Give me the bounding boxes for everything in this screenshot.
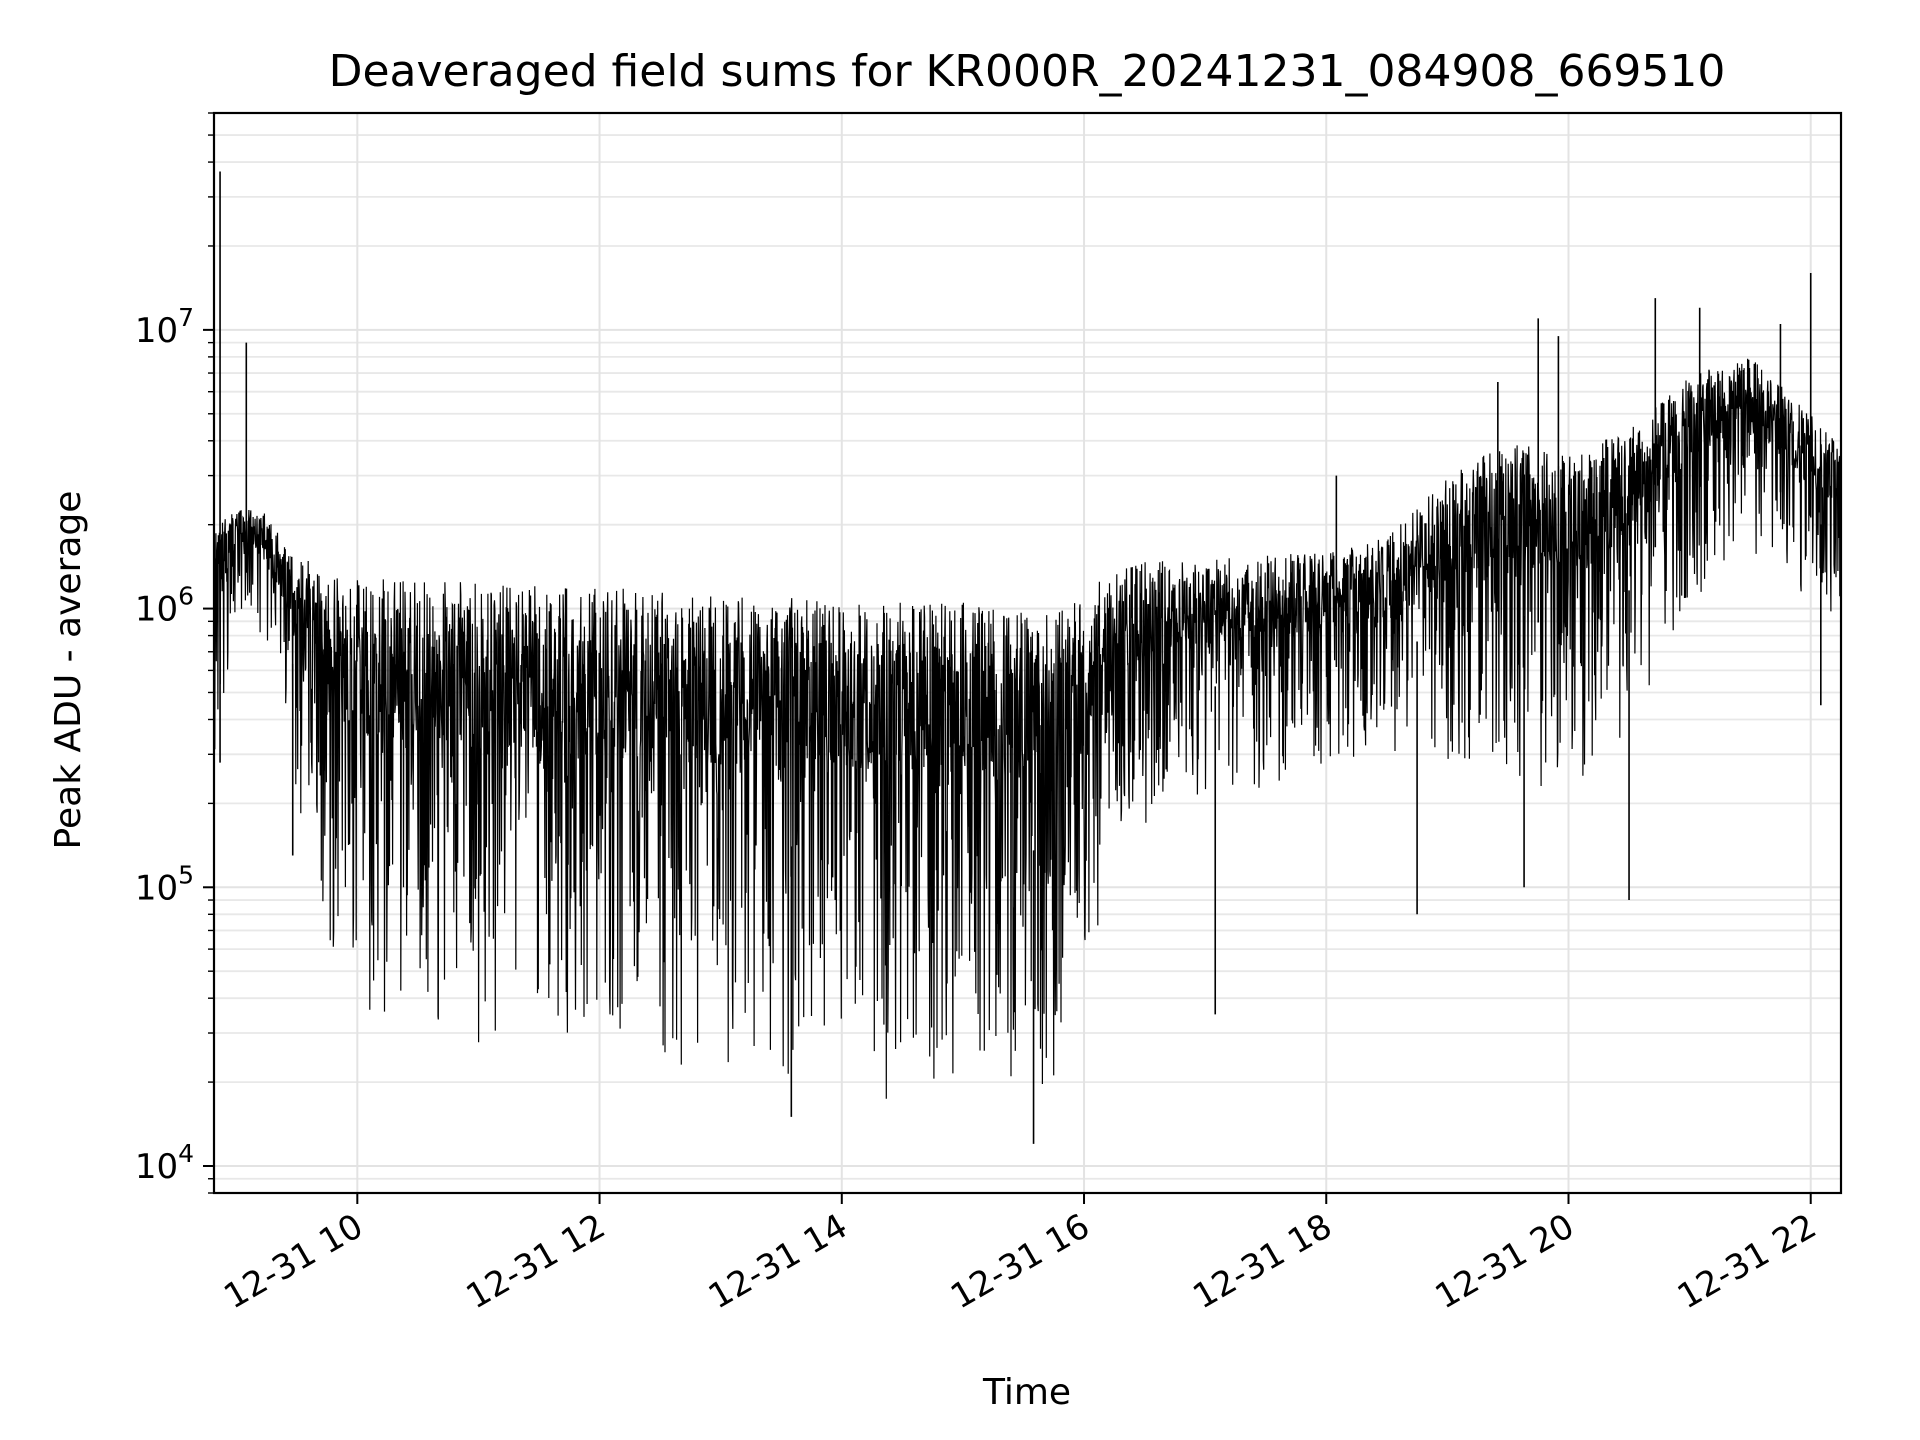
plot-frame bbox=[212, 111, 1843, 1195]
x-axis-label: Time bbox=[982, 1372, 1071, 1413]
y-tick-label: 104 bbox=[135, 1139, 194, 1187]
chart-title: Deaveraged field sums for KR000R_2024123… bbox=[329, 46, 1726, 97]
series-layer bbox=[213, 171, 1842, 1144]
y-tick-label: 106 bbox=[135, 582, 194, 630]
y-tick-label: 107 bbox=[135, 303, 194, 351]
y-tick-label: 105 bbox=[135, 860, 194, 908]
series-line bbox=[213, 358, 1842, 1099]
y-axis-label: Peak ADU - average bbox=[48, 491, 89, 850]
